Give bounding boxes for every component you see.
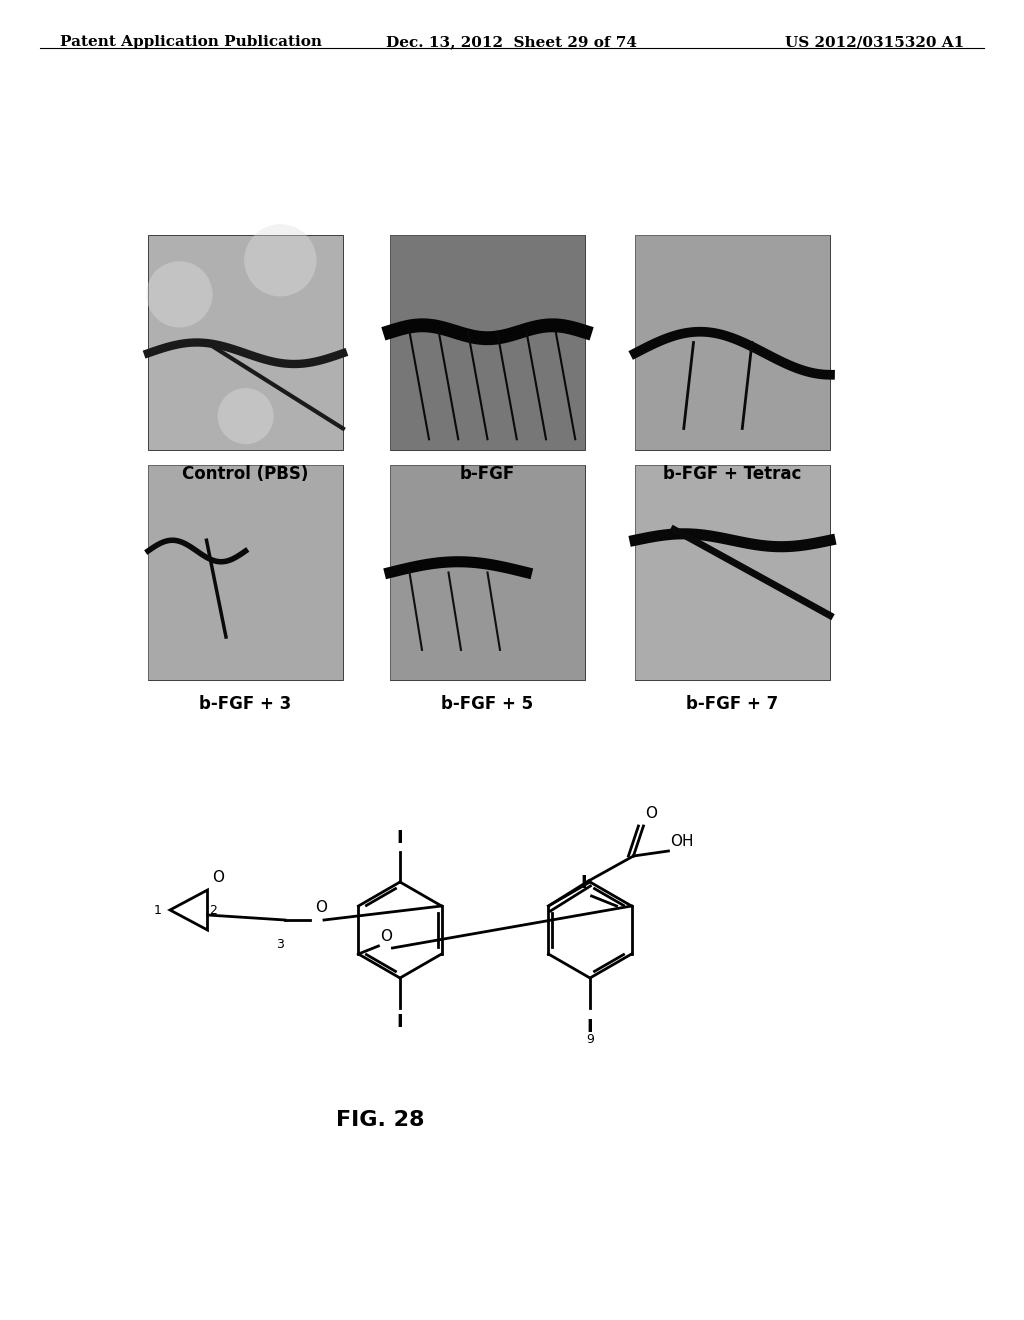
- Text: b-FGF + 7: b-FGF + 7: [686, 696, 778, 713]
- Text: b-FGF + 5: b-FGF + 5: [441, 696, 534, 713]
- Bar: [148, 235, 343, 450]
- Text: O: O: [645, 807, 657, 821]
- Text: Control (PBS): Control (PBS): [182, 465, 308, 483]
- Bar: [390, 465, 585, 680]
- Bar: [390, 465, 585, 680]
- Bar: [148, 465, 343, 680]
- Text: b-FGF: b-FGF: [460, 465, 515, 483]
- Text: I: I: [587, 1018, 593, 1036]
- Bar: [635, 235, 830, 450]
- Text: O: O: [315, 900, 327, 915]
- Bar: [635, 465, 830, 680]
- Text: Dec. 13, 2012  Sheet 29 of 74: Dec. 13, 2012 Sheet 29 of 74: [386, 36, 638, 49]
- Text: 1: 1: [155, 903, 162, 916]
- Text: O: O: [213, 870, 224, 884]
- Text: I: I: [396, 829, 403, 847]
- Text: 2: 2: [210, 903, 217, 916]
- Bar: [635, 235, 830, 450]
- Circle shape: [244, 224, 316, 297]
- Bar: [390, 235, 585, 450]
- Text: I: I: [581, 874, 587, 892]
- Bar: [148, 465, 343, 680]
- Text: I: I: [396, 1012, 403, 1031]
- Text: 9: 9: [586, 1034, 594, 1045]
- Text: 3: 3: [276, 939, 284, 950]
- Text: Patent Application Publication: Patent Application Publication: [60, 36, 322, 49]
- Text: b-FGF + 3: b-FGF + 3: [200, 696, 292, 713]
- Text: b-FGF + Tetrac: b-FGF + Tetrac: [664, 465, 802, 483]
- Circle shape: [146, 261, 213, 327]
- Text: O: O: [381, 929, 392, 944]
- Circle shape: [218, 388, 273, 444]
- Text: OH: OH: [671, 834, 694, 849]
- Text: US 2012/0315320 A1: US 2012/0315320 A1: [784, 36, 964, 49]
- Bar: [390, 235, 585, 450]
- Bar: [635, 465, 830, 680]
- Text: FIG. 28: FIG. 28: [336, 1110, 424, 1130]
